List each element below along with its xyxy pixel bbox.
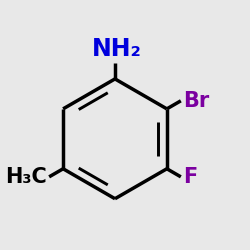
Text: Br: Br — [183, 91, 209, 111]
Text: NH₂: NH₂ — [92, 37, 142, 61]
Text: F: F — [183, 167, 197, 187]
Text: H₃C: H₃C — [6, 167, 47, 187]
